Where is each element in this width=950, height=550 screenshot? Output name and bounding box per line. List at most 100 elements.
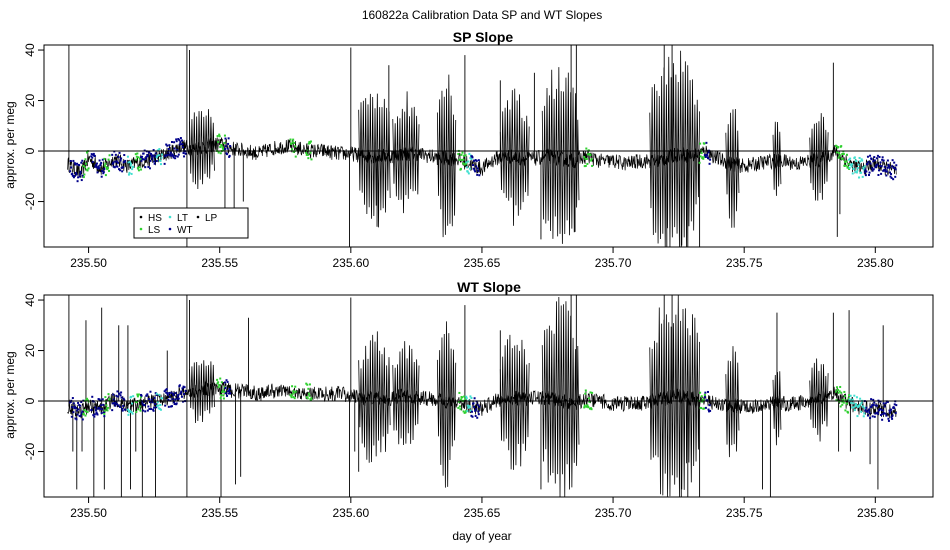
sp-slope-marker-point [858, 176, 861, 179]
sp-slope-marker-point [462, 158, 465, 161]
sp-slope-marker-point [840, 157, 843, 160]
sp-slope-marker-point [86, 151, 89, 154]
sp-slope-marker-point [878, 155, 881, 158]
wt-slope-marker-point [305, 382, 308, 385]
wt-slope-marker-point [220, 381, 223, 384]
sp-slope-oscillation-9 [809, 113, 829, 201]
sp-slope-marker-point [848, 167, 851, 170]
sp-slope-marker-point [840, 145, 843, 148]
wt-slope-marker-point [291, 393, 294, 396]
wt-slope-marker-point [837, 389, 840, 392]
wt-slope-marker-point [147, 397, 150, 400]
sp-slope-marker-point [132, 166, 135, 169]
wt-slope-marker-point [463, 411, 466, 414]
sp-slope-xtick-label-5: 235.75 [726, 256, 763, 270]
sp-slope-ytick-label-1: 0 [23, 147, 37, 154]
sp-slope-marker-point [170, 154, 173, 157]
wt-slope-panel: WT Slope approx. per meg 235.50 235.55 235… [3, 279, 934, 520]
wt-slope-marker-point [112, 393, 115, 396]
sp-slope-marker-point [471, 156, 474, 159]
sp-slope-marker-point [465, 162, 468, 165]
sp-slope-xtick-label-3: 235.65 [464, 256, 501, 270]
wt-slope-marker-point [118, 392, 121, 395]
sp-slope-marker-point [148, 151, 151, 154]
wt-slope-marker-point [155, 392, 158, 395]
sp-slope-marker-point [123, 154, 126, 157]
wt-slope-marker-point [226, 394, 229, 397]
wt-slope-marker-point [119, 405, 122, 408]
wt-slope-marker-point [880, 414, 883, 416]
sp-slope-marker-point [707, 157, 709, 160]
wt-slope-marker-point [845, 402, 848, 405]
wt-slope-marker-point [72, 411, 75, 414]
wt-slope-xtick-label-0: 235.50 [70, 506, 107, 520]
wt-slope-marker-point [221, 391, 224, 394]
sp-slope-marker-point [874, 166, 877, 169]
wt-slope-marker-point [885, 414, 888, 417]
sp-slope-marker-point [895, 164, 898, 167]
sp-slope-marker-point [847, 162, 850, 165]
sp-slope-marker-point [466, 170, 469, 173]
wt-slope-marker-point [120, 391, 123, 394]
wt-slope-marker-point [469, 409, 472, 412]
wt-slope-marker-point [143, 404, 146, 407]
sp-slope-marker-point [119, 169, 122, 172]
wt-slope-marker-point [147, 405, 150, 408]
wt-slope-marker-point [291, 385, 294, 388]
sp-slope-xtick-label-6: 235.80 [857, 256, 894, 270]
wt-slope-marker-point [146, 409, 149, 412]
wt-slope-marker-point [461, 396, 464, 399]
sp-slope-marker-point [72, 159, 75, 162]
sp-slope-marker-point [136, 167, 139, 170]
wt-slope-marker-point [138, 405, 141, 408]
sp-slope-marker-point [851, 163, 854, 166]
sp-slope-marker-point [172, 154, 175, 157]
wt-slope-marker-point [848, 394, 851, 397]
sp-slope-marker-point [101, 170, 104, 173]
sp-slope-marker-point [177, 138, 180, 141]
sp-slope-marker-point [102, 171, 105, 174]
sp-slope-marker-point [100, 175, 103, 178]
sp-slope-marker-point [854, 170, 857, 173]
wt-slope-marker-point [142, 409, 145, 412]
legend-label-ls: LS [148, 225, 161, 236]
sp-slope-marker-point [173, 147, 176, 150]
sp-slope-marker-point [150, 153, 153, 156]
wt-slope-marker-point [868, 408, 871, 411]
wt-slope-marker-point [462, 410, 465, 413]
wt-slope-marker-point [871, 404, 874, 407]
sp-slope-marker-point [474, 159, 477, 162]
wt-slope-marker-point [71, 406, 74, 409]
wt-slope-marker-point [583, 406, 586, 409]
wt-slope-marker-point [103, 415, 106, 418]
sp-slope-marker-point [95, 166, 98, 169]
sp-slope-marker-point [69, 159, 72, 162]
wt-slope-marker-point [458, 405, 461, 408]
wt-slope-marker-point [114, 404, 117, 407]
wt-slope-marker-point [876, 411, 879, 414]
sp-slope-marker-point [462, 162, 465, 165]
wt-slope-marker-point [84, 410, 87, 413]
sp-slope-marker-point [169, 151, 172, 154]
sp-slope-marker-point [122, 166, 125, 169]
sp-slope-marker-point [864, 174, 867, 177]
sp-slope-marker-point [586, 162, 589, 165]
sp-slope-marker-point [876, 154, 879, 157]
wt-slope-marker-point [708, 404, 711, 407]
wt-slope-marker-point [81, 410, 84, 413]
wt-slope-marker-point [473, 405, 476, 408]
wt-slope-marker-point [182, 385, 185, 388]
wt-slope-marker-point [227, 390, 230, 393]
sp-slope-marker-point [94, 164, 97, 167]
wt-slope-marker-point [476, 403, 479, 406]
wt-slope-marker-point [122, 404, 125, 407]
sp-slope-marker-point [893, 161, 896, 164]
sp-slope-marker-point [226, 153, 229, 156]
wt-slope-marker-point [74, 417, 77, 420]
sp-slope-marker-point [181, 143, 184, 146]
wt-slope-marker-point [870, 405, 873, 408]
wt-slope-marker-wt-16 [470, 397, 481, 419]
sp-slope-marker-point [159, 159, 162, 162]
sp-slope-marker-point [70, 166, 73, 169]
wt-slope-marker-point [82, 413, 85, 416]
